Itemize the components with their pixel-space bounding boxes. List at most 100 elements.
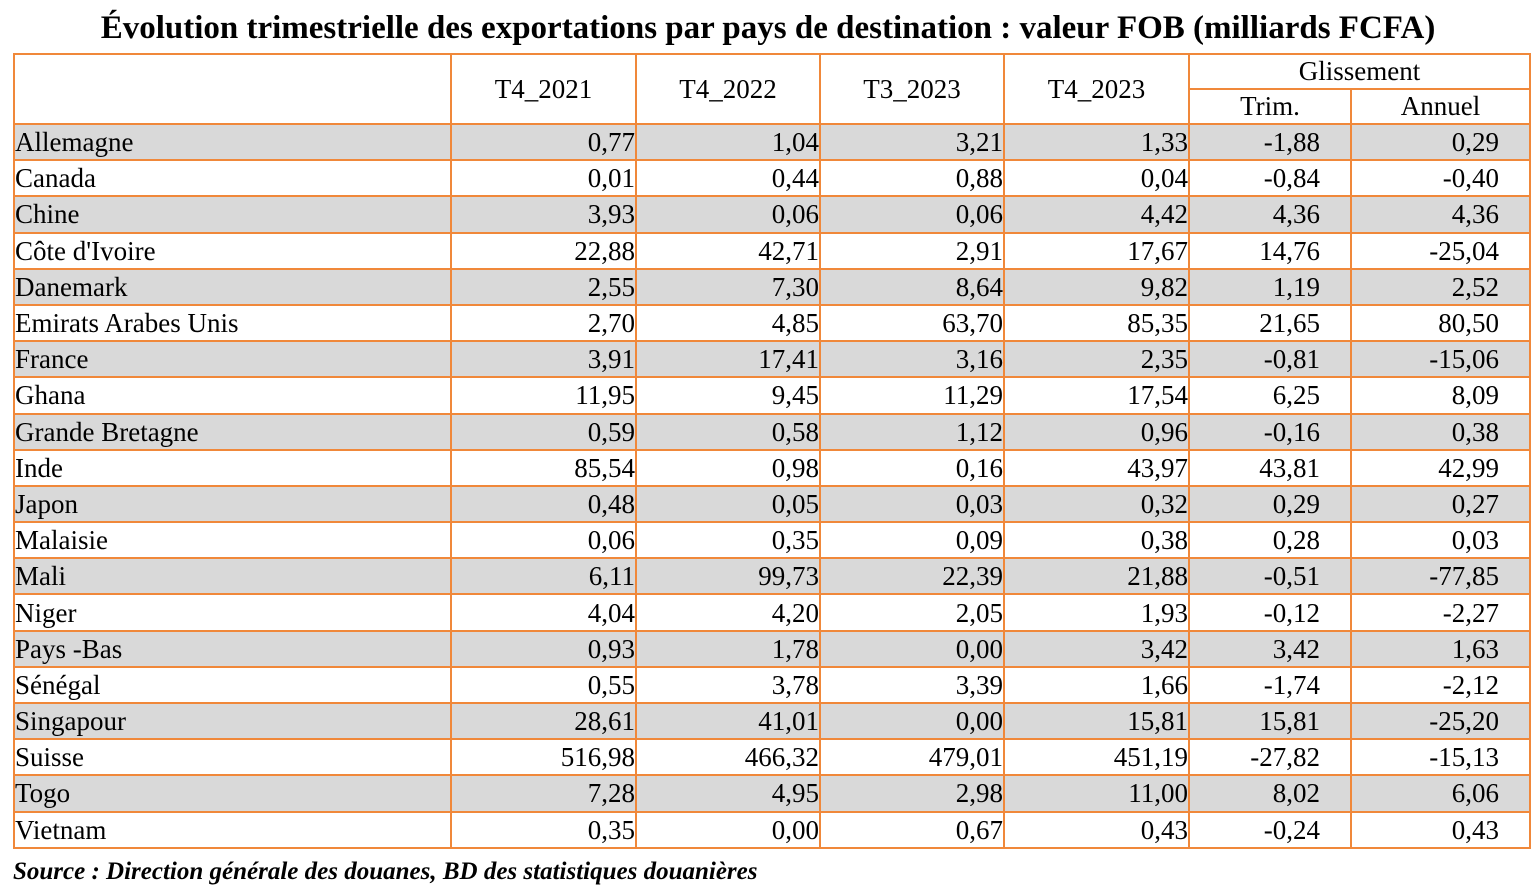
value-cell-t3-2023: 3,21 [819, 122, 1005, 162]
country-cell: Sénégal [13, 665, 452, 705]
value-cell-trim: 1,19 [1188, 267, 1352, 306]
value-cell-t4-2022: 4,85 [635, 303, 821, 343]
value-cell-annuel: -25,20 [1350, 701, 1531, 741]
value-cell-annuel: 2,52 [1350, 267, 1531, 306]
value-cell-trim: -0,84 [1188, 159, 1352, 198]
value-cell-t3-2023: 2,91 [819, 231, 1005, 270]
country-cell: Togo [13, 774, 452, 813]
value-cell-annuel: -77,85 [1350, 557, 1531, 596]
table-row: Danemark 2,55 7,30 8,64 9,82 1,19 2,52 [13, 267, 1531, 306]
value-cell-trim: -0,51 [1188, 557, 1352, 596]
value-cell-annuel: -2,27 [1350, 593, 1531, 632]
country-cell: Malaisie [13, 521, 452, 560]
value-cell-t4-2021: 0,48 [450, 484, 637, 524]
country-cell: Canada [13, 159, 452, 198]
header-t4-2021: T4_2021 [450, 53, 637, 125]
value-cell-t4-2022: 0,00 [635, 810, 821, 849]
table-row: Inde 85,54 0,98 0,16 43,97 43,81 42,99 [13, 448, 1531, 487]
value-cell-t4-2022: 1,04 [635, 122, 821, 162]
value-cell-trim: -1,74 [1188, 665, 1352, 705]
value-cell-t4-2023: 4,42 [1003, 195, 1190, 234]
value-cell-t4-2021: 3,91 [450, 340, 637, 379]
value-cell-t4-2023: 0,04 [1003, 159, 1190, 198]
value-cell-trim: 0,29 [1188, 484, 1352, 524]
value-cell-t4-2022: 7,30 [635, 267, 821, 306]
value-cell-t4-2021: 0,01 [450, 159, 637, 198]
value-cell-t3-2023: 11,29 [819, 376, 1005, 415]
value-cell-trim: 43,81 [1188, 448, 1352, 487]
value-cell-t4-2022: 41,01 [635, 701, 821, 741]
value-cell-t4-2022: 0,05 [635, 484, 821, 524]
value-cell-t4-2021: 3,93 [450, 195, 637, 234]
country-cell: Vietnam [13, 810, 452, 849]
value-cell-t4-2023: 0,38 [1003, 521, 1190, 560]
table-row: Pays -Bas 0,93 1,78 0,00 3,42 3,42 1,63 [13, 629, 1531, 668]
country-cell: Japon [13, 484, 452, 524]
country-cell: Ghana [13, 376, 452, 415]
header-t4-2023: T4_2023 [1003, 53, 1190, 125]
value-cell-t4-2022: 17,41 [635, 340, 821, 379]
value-cell-trim: -27,82 [1188, 738, 1352, 777]
value-cell-t3-2023: 0,00 [819, 701, 1005, 741]
value-cell-t4-2021: 11,95 [450, 376, 637, 415]
value-cell-t4-2023: 17,67 [1003, 231, 1190, 270]
country-cell: Singapour [13, 701, 452, 741]
value-cell-t3-2023: 2,05 [819, 593, 1005, 632]
value-cell-t4-2023: 0,32 [1003, 484, 1190, 524]
value-cell-t4-2021: 0,55 [450, 665, 637, 705]
header-glissement: Glissement [1188, 53, 1531, 90]
header-t4-2022: T4_2022 [635, 53, 821, 125]
table-row: Suisse 516,98 466,32 479,01 451,19 -27,82 -15,… [13, 738, 1531, 777]
value-cell-t4-2023: 0,96 [1003, 412, 1190, 451]
country-cell: Grande Bretagne [13, 412, 452, 451]
value-cell-t3-2023: 0,03 [819, 484, 1005, 524]
value-cell-t3-2023: 1,12 [819, 412, 1005, 451]
exports-table: T4_2021 T4_2022 T3_2023 T4_2023 Glisseme… [13, 53, 1531, 849]
table-row: Canada 0,01 0,44 0,88 0,04 -0,84 -0,40 [13, 159, 1531, 198]
country-cell: Niger [13, 593, 452, 632]
table-row: Vietnam 0,35 0,00 0,67 0,43 -0,24 0,43 [13, 810, 1531, 849]
source-note: Source : Direction générale des douanes,… [13, 858, 758, 885]
value-cell-trim: 6,25 [1188, 376, 1352, 415]
country-cell: Danemark [13, 267, 452, 306]
country-cell: Mali [13, 557, 452, 596]
header-t3-2023: T3_2023 [819, 53, 1005, 125]
value-cell-t4-2022: 0,35 [635, 521, 821, 560]
value-cell-t4-2021: 85,54 [450, 448, 637, 487]
value-cell-trim: -0,81 [1188, 340, 1352, 379]
value-cell-annuel: 8,09 [1350, 376, 1531, 415]
value-cell-t4-2023: 451,19 [1003, 738, 1190, 777]
value-cell-t4-2021: 0,59 [450, 412, 637, 451]
table-row: Allemagne 0,77 1,04 3,21 1,33 -1,88 0,29 [13, 122, 1531, 162]
value-cell-annuel: -25,04 [1350, 231, 1531, 270]
value-cell-trim: -0,12 [1188, 593, 1352, 632]
value-cell-t4-2021: 0,77 [450, 122, 637, 162]
table-row: Ghana 11,95 9,45 11,29 17,54 6,25 8,09 [13, 376, 1531, 415]
value-cell-annuel: 0,29 [1350, 122, 1531, 162]
value-cell-t4-2022: 9,45 [635, 376, 821, 415]
table-title: Évolution trimestrielle des exportations… [100, 10, 1436, 46]
table-row: Grande Bretagne 0,59 0,58 1,12 0,96 -0,16 0,38 [13, 412, 1531, 451]
value-cell-t3-2023: 0,88 [819, 159, 1005, 198]
value-cell-annuel: -0,40 [1350, 159, 1531, 198]
value-cell-t3-2023: 63,70 [819, 303, 1005, 343]
value-cell-trim: 14,76 [1188, 231, 1352, 270]
value-cell-annuel: 0,27 [1350, 484, 1531, 524]
value-cell-annuel: 4,36 [1350, 195, 1531, 234]
value-cell-annuel: 80,50 [1350, 303, 1531, 343]
table-row: Togo 7,28 4,95 2,98 11,00 8,02 6,06 [13, 774, 1531, 813]
table-row: Mali 6,11 99,73 22,39 21,88 -0,51 -77,85 [13, 557, 1531, 596]
value-cell-t4-2021: 0,35 [450, 810, 637, 849]
value-cell-t3-2023: 0,67 [819, 810, 1005, 849]
value-cell-annuel: 0,03 [1350, 521, 1531, 560]
value-cell-t4-2023: 11,00 [1003, 774, 1190, 813]
table-row: Japon 0,48 0,05 0,03 0,32 0,29 0,27 [13, 484, 1531, 524]
country-cell: Suisse [13, 738, 452, 777]
country-cell: Emirats Arabes Unis [13, 303, 452, 343]
value-cell-trim: 21,65 [1188, 303, 1352, 343]
value-cell-t4-2022: 466,32 [635, 738, 821, 777]
value-cell-trim: 0,28 [1188, 521, 1352, 560]
value-cell-t4-2022: 1,78 [635, 629, 821, 668]
value-cell-t4-2021: 0,93 [450, 629, 637, 668]
value-cell-t4-2022: 4,95 [635, 774, 821, 813]
